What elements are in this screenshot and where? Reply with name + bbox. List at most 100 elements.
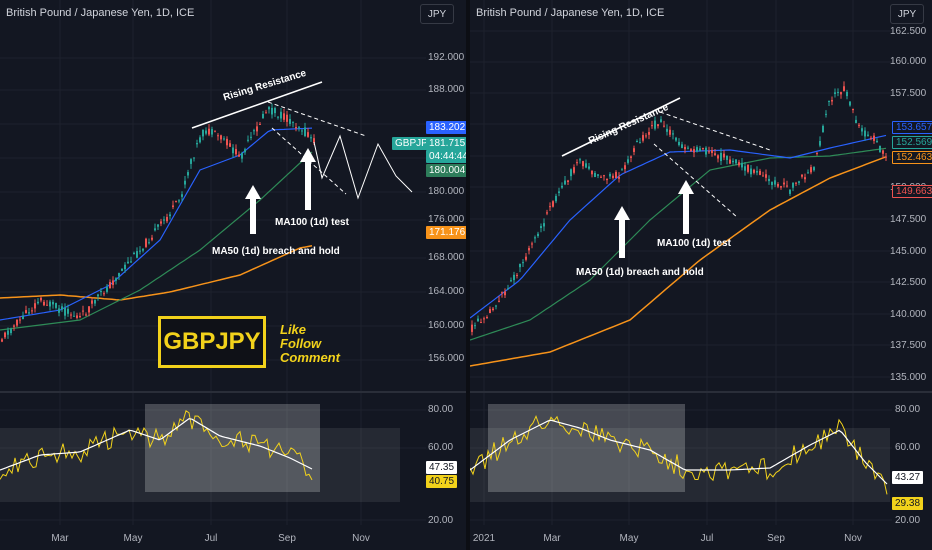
candle-body <box>636 140 638 143</box>
candle-body <box>229 143 231 147</box>
candle-body <box>678 141 680 146</box>
osc-signal-tag: 47.35 <box>426 461 458 474</box>
price-axis-label: 157.500 <box>890 88 927 99</box>
ma200-line <box>0 245 313 301</box>
date-axis-label: Sep <box>278 533 296 544</box>
candle-body <box>70 314 72 316</box>
candle-body <box>486 316 488 318</box>
candle-body <box>103 293 105 295</box>
candle-body <box>37 301 39 304</box>
candle-body <box>828 100 830 102</box>
candle-body <box>837 91 839 93</box>
candle-body <box>615 171 617 179</box>
candle-body <box>726 155 728 160</box>
ma100-line <box>0 151 313 331</box>
candle-body <box>765 174 767 178</box>
candle-body <box>597 174 599 176</box>
candle-body <box>217 135 219 137</box>
ma50-line <box>470 134 887 319</box>
osc-signal-tag: 43.27 <box>892 471 924 484</box>
candle-body <box>537 233 539 237</box>
candle-body <box>849 101 851 106</box>
left-chart-canvas[interactable] <box>0 0 466 550</box>
candle-body <box>226 138 228 146</box>
candle-body <box>882 150 884 154</box>
candle-body <box>750 168 752 175</box>
candle-body <box>867 134 869 136</box>
candle-body <box>744 166 746 171</box>
candle-body <box>79 316 81 318</box>
rising-resistance-line <box>561 97 681 157</box>
candle-body <box>223 138 225 140</box>
candle-body <box>22 315 24 320</box>
currency-button[interactable]: JPY <box>420 4 454 24</box>
left-chart-panel[interactable]: British Pound / Japanese Yen, 1D, ICE JP… <box>0 0 466 550</box>
candle-body <box>178 200 180 202</box>
candle-body <box>196 143 198 145</box>
candle-body <box>238 154 240 157</box>
date-axis-label: Mar <box>543 533 561 544</box>
candle-body <box>181 194 183 197</box>
candle-body <box>696 147 698 152</box>
candle-body <box>49 301 51 307</box>
date-axis-label: Mar <box>51 533 69 544</box>
candle-body <box>292 121 294 123</box>
candle-body <box>642 135 644 141</box>
candle-body <box>702 148 704 150</box>
candle-body <box>648 132 650 135</box>
candle-body <box>43 301 45 306</box>
candle-body <box>268 107 270 110</box>
candle-body <box>564 180 566 185</box>
candle-body <box>525 256 527 260</box>
date-axis-label: May <box>619 533 639 544</box>
currency-button[interactable]: JPY <box>890 4 924 24</box>
candle-body <box>846 91 848 97</box>
arrow-shaft <box>250 195 256 234</box>
right-chart-panel[interactable]: British Pound / Japanese Yen, 1D, ICE JP… <box>470 0 932 550</box>
candle-body <box>885 156 887 158</box>
candle-body <box>250 136 252 138</box>
candle-body <box>160 221 162 224</box>
price-axis-label: 135.000 <box>890 372 927 383</box>
price-axis-label: 162.500 <box>890 26 927 37</box>
candle-body <box>660 119 662 123</box>
candle-body <box>163 219 165 221</box>
candle-body <box>133 252 135 255</box>
price-axis-label: 160.000 <box>428 320 465 331</box>
arrow-shaft <box>305 158 311 210</box>
promo-like: Like <box>280 322 307 337</box>
candle-body <box>187 172 189 176</box>
candle-body <box>193 157 195 159</box>
candle-body <box>657 124 659 127</box>
candle-body <box>28 312 30 314</box>
ma-price-tag: 171.176 <box>426 226 466 239</box>
candle-body <box>148 242 150 244</box>
right-chart-canvas[interactable] <box>470 0 932 550</box>
candle-body <box>483 318 485 320</box>
candle-body <box>600 176 602 178</box>
candle-body <box>711 150 713 153</box>
candle-body <box>783 182 785 185</box>
candle-body <box>298 126 300 128</box>
osc-highlight-box <box>488 404 685 492</box>
candle-body <box>313 138 315 143</box>
candle-body <box>831 100 833 102</box>
candle-body <box>609 173 611 177</box>
candle-body <box>202 129 204 137</box>
price-tag-3: 152.463 <box>892 151 932 164</box>
candle-body <box>768 178 770 182</box>
candle-body <box>301 130 303 132</box>
candle-body <box>870 137 872 139</box>
candle-body <box>172 205 174 208</box>
candle-body <box>82 310 84 312</box>
osc-value-tag: 40.75 <box>426 475 458 488</box>
candle-body <box>480 322 482 324</box>
candle-body <box>714 153 716 156</box>
candle-body <box>492 308 494 311</box>
candle-body <box>522 262 524 264</box>
candle-body <box>822 125 824 133</box>
projection-line <box>659 111 771 151</box>
candle-body <box>792 182 794 188</box>
candle-body <box>654 120 656 129</box>
panel-divider[interactable] <box>466 0 470 550</box>
